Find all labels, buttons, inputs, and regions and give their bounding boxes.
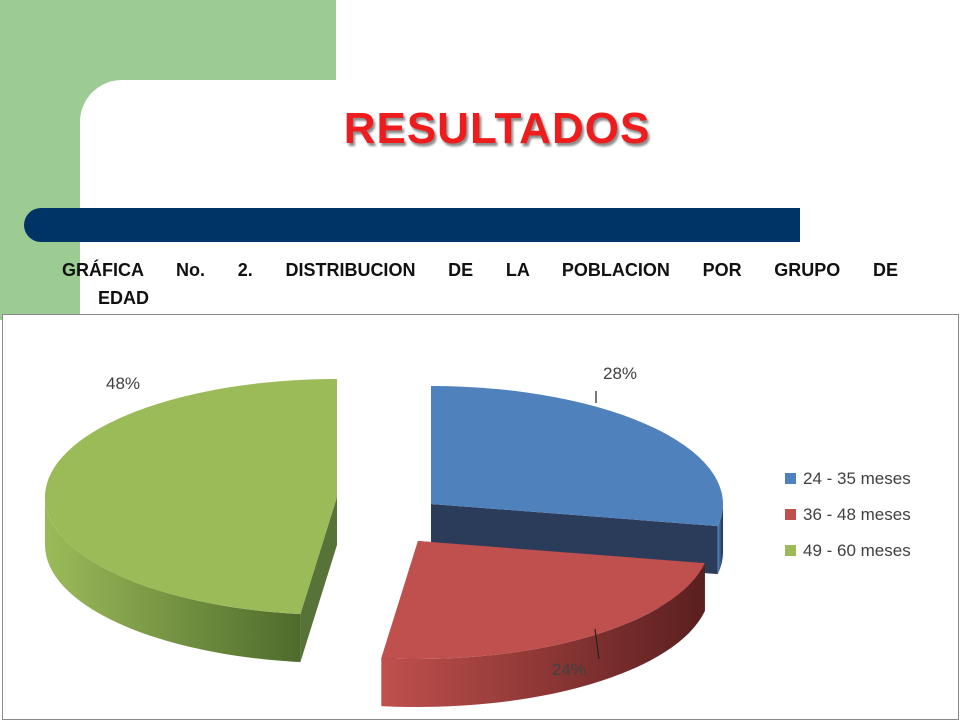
slide-title: RESULTADOS (343, 104, 651, 153)
legend-label-36-48-meses: 36 - 48 meses (803, 505, 911, 524)
data-label-49-60-meses: 48% (106, 374, 140, 393)
pie-slice-36-48-meses (381, 541, 705, 659)
legend-label-49-60-meses: 49 - 60 meses (803, 541, 911, 560)
chart-caption-line2: EDAD (98, 288, 150, 308)
navy-divider-bar (24, 208, 800, 242)
chart-area: 28% 24% 48% 24 - 35 meses 36 - 48 meses 49 - … (2, 314, 959, 720)
legend-swatch-24-35-meses (785, 473, 796, 484)
pie-slice-side-36-48-meses (381, 563, 705, 707)
leader-line-36-48-meses (594, 628, 600, 660)
pie-slice-side-24-35-meses (717, 504, 723, 575)
pie-slice-49-60-meses (44, 379, 338, 615)
chart-caption-line1: GRÁFICA No. 2. DISTRIBUCION DE LA POBLAC… (62, 260, 898, 280)
pie-slice-side-49-60-meses (44, 497, 301, 663)
pie-slice-face-49-60-meses-0 (300, 497, 337, 663)
pie-slice-24-35-meses (431, 386, 723, 527)
data-label-36-48-meses: 24% (552, 660, 586, 679)
legend-label-24-35-meses: 24 - 35 meses (803, 469, 911, 488)
pie-chart: 28% 24% 48% 24 - 35 meses 36 - 48 meses 49 - … (44, 364, 911, 707)
data-label-24-35-meses: 28% (603, 364, 637, 383)
legend-swatch-36-48-meses (785, 509, 796, 520)
legend-swatch-49-60-meses (785, 545, 796, 556)
